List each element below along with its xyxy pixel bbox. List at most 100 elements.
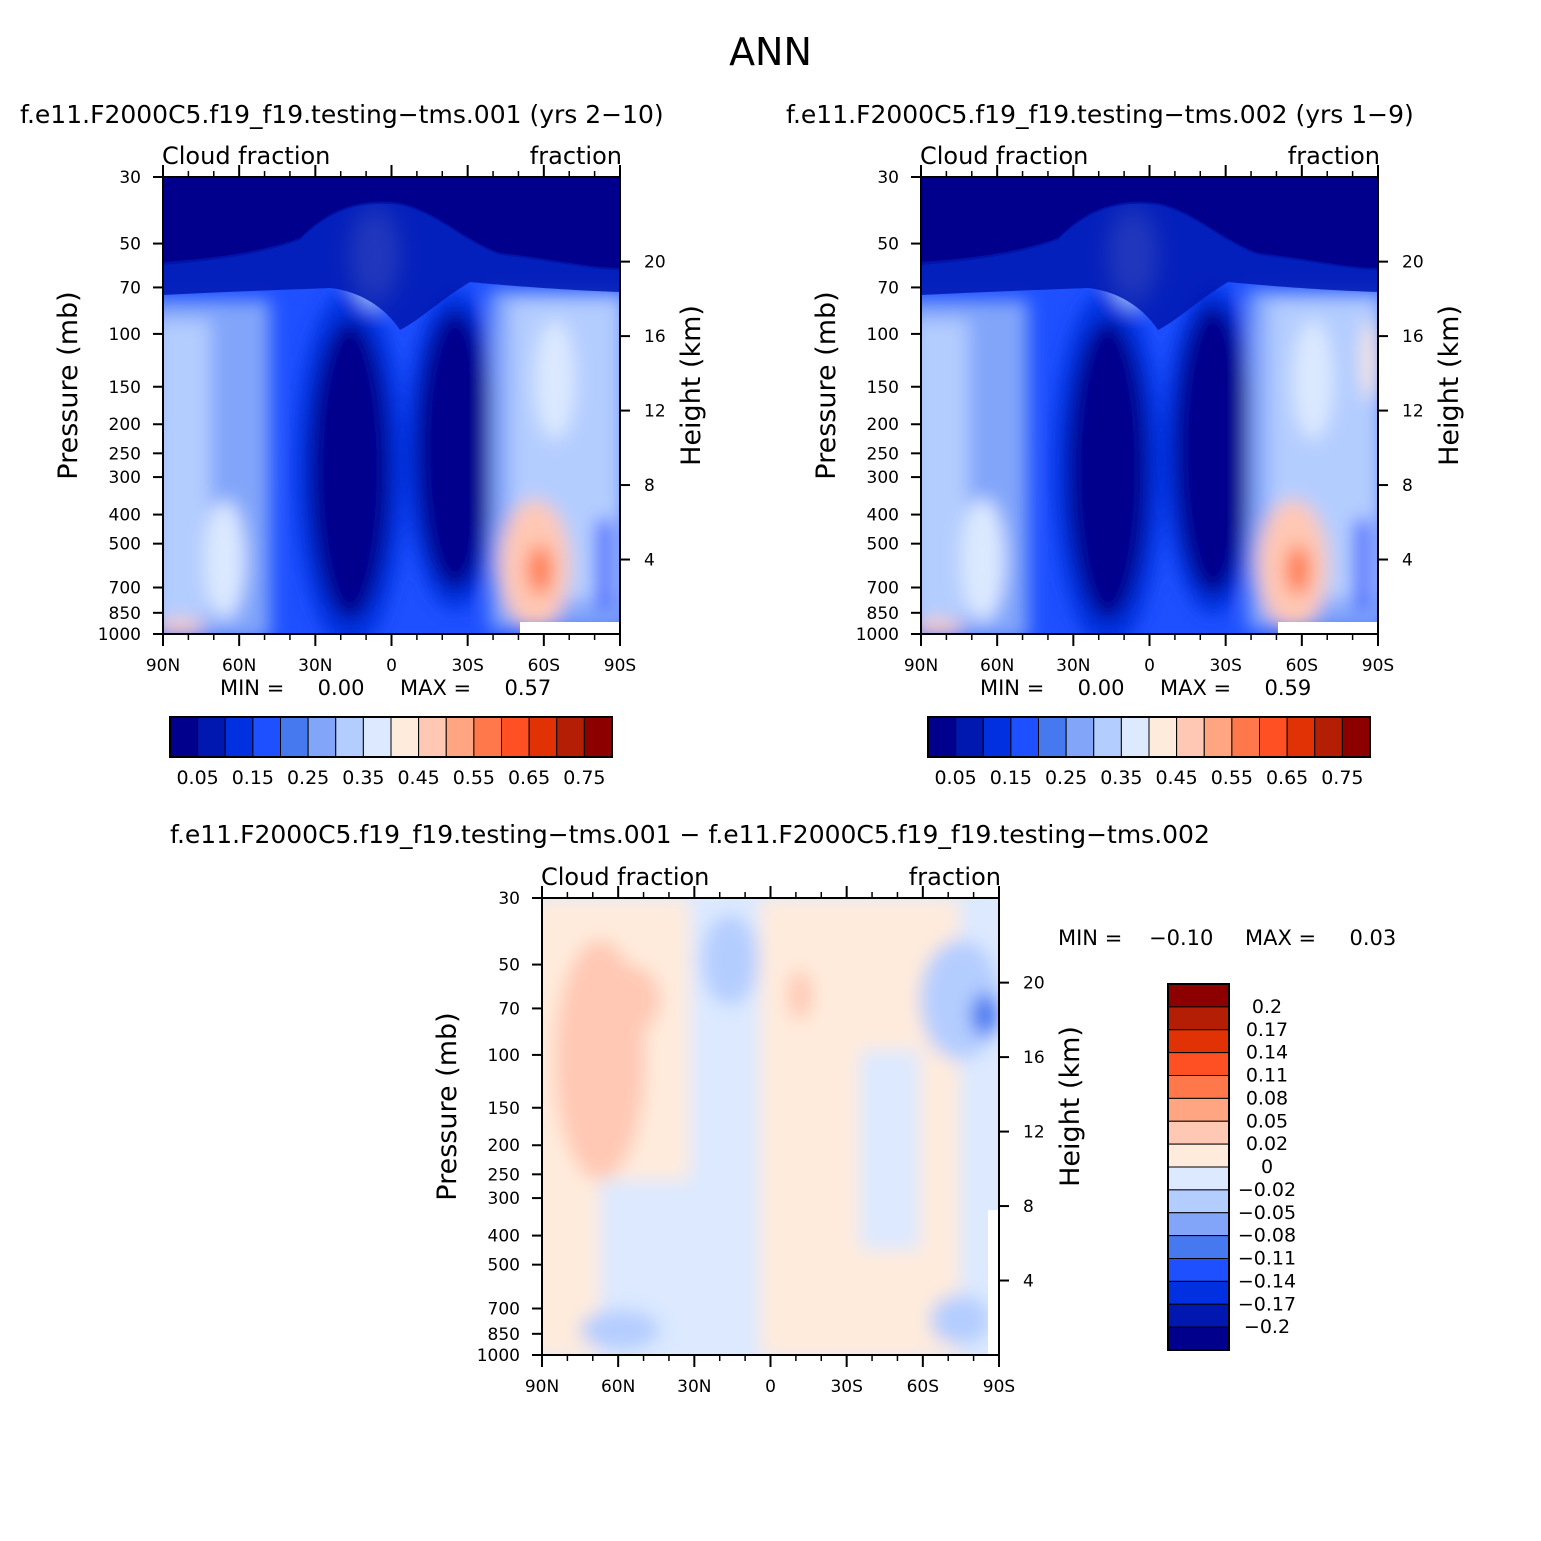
y-tick-label: 70 <box>119 278 141 298</box>
colorbar-label: −0.17 <box>1238 1293 1296 1315</box>
colorbar-cell <box>1203 716 1233 758</box>
colorbar-cell <box>1176 716 1205 758</box>
x-tick-label: 60N <box>980 656 1014 676</box>
field-name-left: Cloud fraction <box>162 142 330 170</box>
colorbar-label: 0.55 <box>453 767 495 789</box>
colorbar-cell <box>224 716 254 758</box>
x-tick-label: 60N <box>222 656 256 676</box>
field-name-right: fraction <box>909 863 1001 891</box>
y-tick-label: 850 <box>109 604 141 624</box>
colorbar-cell <box>1065 716 1095 758</box>
colorbar-label: 0.55 <box>1211 767 1253 789</box>
x-tick-label: 60S <box>907 1377 939 1397</box>
colorbar-label: 0.08 <box>1246 1087 1288 1109</box>
y-tick-label: 400 <box>488 1227 520 1247</box>
x-tick-label: 60S <box>1286 656 1318 676</box>
colorbar-cell <box>1167 1280 1230 1305</box>
colorbar-cell <box>982 716 1012 758</box>
panel-2-max: MAX = 0.59 <box>1160 676 1312 700</box>
y-tick-label: 200 <box>109 415 141 435</box>
panel-2-title: f.e11.F2000C5.f19_f19.testing−tms.002 (y… <box>786 100 1414 129</box>
colorbar-label: 0.02 <box>1246 1133 1288 1155</box>
x-tick-label: 90N <box>904 656 938 676</box>
colorbar-label: 0.05 <box>1246 1110 1288 1132</box>
panel-1-title: f.e11.F2000C5.f19_f19.testing−tms.001 (y… <box>20 100 664 129</box>
x-tick-label: 90N <box>525 1377 559 1397</box>
colorbar-cell <box>1010 716 1039 758</box>
colorbar-label: 0.75 <box>1321 767 1363 789</box>
panel-3-max: MAX = 0.03 <box>1245 926 1397 950</box>
colorbar-label: −0.05 <box>1238 1202 1296 1224</box>
y2-tick-label: 12 <box>1402 402 1424 422</box>
y-tick-label: 30 <box>119 168 141 188</box>
y2-tick-label: 4 <box>1402 551 1413 571</box>
colorbar-label: 0.17 <box>1246 1019 1288 1041</box>
y2-tick-label: 16 <box>644 327 666 347</box>
y-axis-title: Pressure (mb) <box>53 291 84 479</box>
y2-tick-label: 4 <box>1023 1272 1034 1292</box>
colorbar-label: 0.45 <box>1155 767 1197 789</box>
x-tick-label: 90S <box>1362 656 1394 676</box>
x-tick-label: 60S <box>528 656 560 676</box>
colorbar-label: −0.08 <box>1238 1225 1296 1247</box>
colorbar-cell <box>1167 1029 1230 1054</box>
colorbar-label: 0.2 <box>1252 996 1282 1018</box>
colorbar-label: 0.15 <box>232 767 274 789</box>
y-tick-label: 500 <box>867 535 899 555</box>
y-tick-label: 1000 <box>477 1346 520 1366</box>
colorbar-label: 0.45 <box>397 767 439 789</box>
y-tick-label: 300 <box>867 468 899 488</box>
y2-tick-label: 4 <box>644 551 655 571</box>
field-name-right: fraction <box>530 142 622 170</box>
y-tick-label: 300 <box>109 468 141 488</box>
y2-tick-label: 20 <box>644 253 666 273</box>
y-tick-label: 30 <box>498 889 520 909</box>
y-tick-label: 850 <box>488 1325 520 1345</box>
y-tick-label: 70 <box>498 999 520 1019</box>
colorbar-cell <box>1167 1166 1230 1191</box>
panel-3-title: f.e11.F2000C5.f19_f19.testing−tms.001 − … <box>170 820 1210 849</box>
y2-axis-title: Height (km) <box>1434 305 1465 466</box>
x-tick-label: 30S <box>830 1377 862 1397</box>
x-tick-label: 30N <box>677 1377 711 1397</box>
colorbar-frame <box>927 716 1371 758</box>
y-tick-label: 100 <box>109 325 141 345</box>
colorbar-cell <box>927 716 957 758</box>
panel-2-min: MIN = 0.00 <box>980 676 1125 700</box>
colorbar-label: 0.35 <box>342 767 384 789</box>
y-tick-label: 200 <box>488 1136 520 1156</box>
colorbar-label: 0.25 <box>287 767 329 789</box>
colorbar-cell <box>197 716 226 758</box>
colorbar-cell <box>1167 1143 1230 1168</box>
y2-tick-label: 8 <box>1023 1197 1034 1217</box>
colorbar-label: 0 <box>1261 1156 1273 1178</box>
y-tick-label: 100 <box>867 325 899 345</box>
colorbar-cell <box>252 716 281 758</box>
y-axis-title: Pressure (mb) <box>811 291 842 479</box>
colorbar-cell <box>1093 716 1122 758</box>
y2-tick-label: 12 <box>644 402 666 422</box>
x-tick-label: 30S <box>451 656 483 676</box>
panel-1-min: MIN = 0.00 <box>220 676 365 700</box>
x-tick-label: 0 <box>1144 656 1155 676</box>
colorbar-cell <box>390 716 420 758</box>
y2-tick-label: 8 <box>1402 476 1413 496</box>
y-tick-label: 1000 <box>856 625 899 645</box>
colorbar-label: −0.11 <box>1238 1248 1296 1270</box>
x-tick-label: 30N <box>1056 656 1090 676</box>
colorbar-label: 0.75 <box>563 767 605 789</box>
colorbar-label: 0.65 <box>508 767 550 789</box>
y-tick-label: 50 <box>498 956 520 976</box>
y-tick-label: 150 <box>109 378 141 398</box>
y-tick-label: 700 <box>488 1300 520 1320</box>
x-tick-label: 90N <box>146 656 180 676</box>
page-title: ANN <box>729 30 812 74</box>
colorbar-cell <box>1167 1052 1230 1076</box>
colorbar-panel-1: 0.05 0.15 0.25 0.35 0.45 0.55 0.65 0.75 <box>169 716 613 789</box>
x-tick-label: 90S <box>983 1377 1015 1397</box>
y-tick-label: 250 <box>488 1165 520 1185</box>
colorbar-cell <box>307 716 337 758</box>
colorbar-label: 0.15 <box>990 767 1032 789</box>
